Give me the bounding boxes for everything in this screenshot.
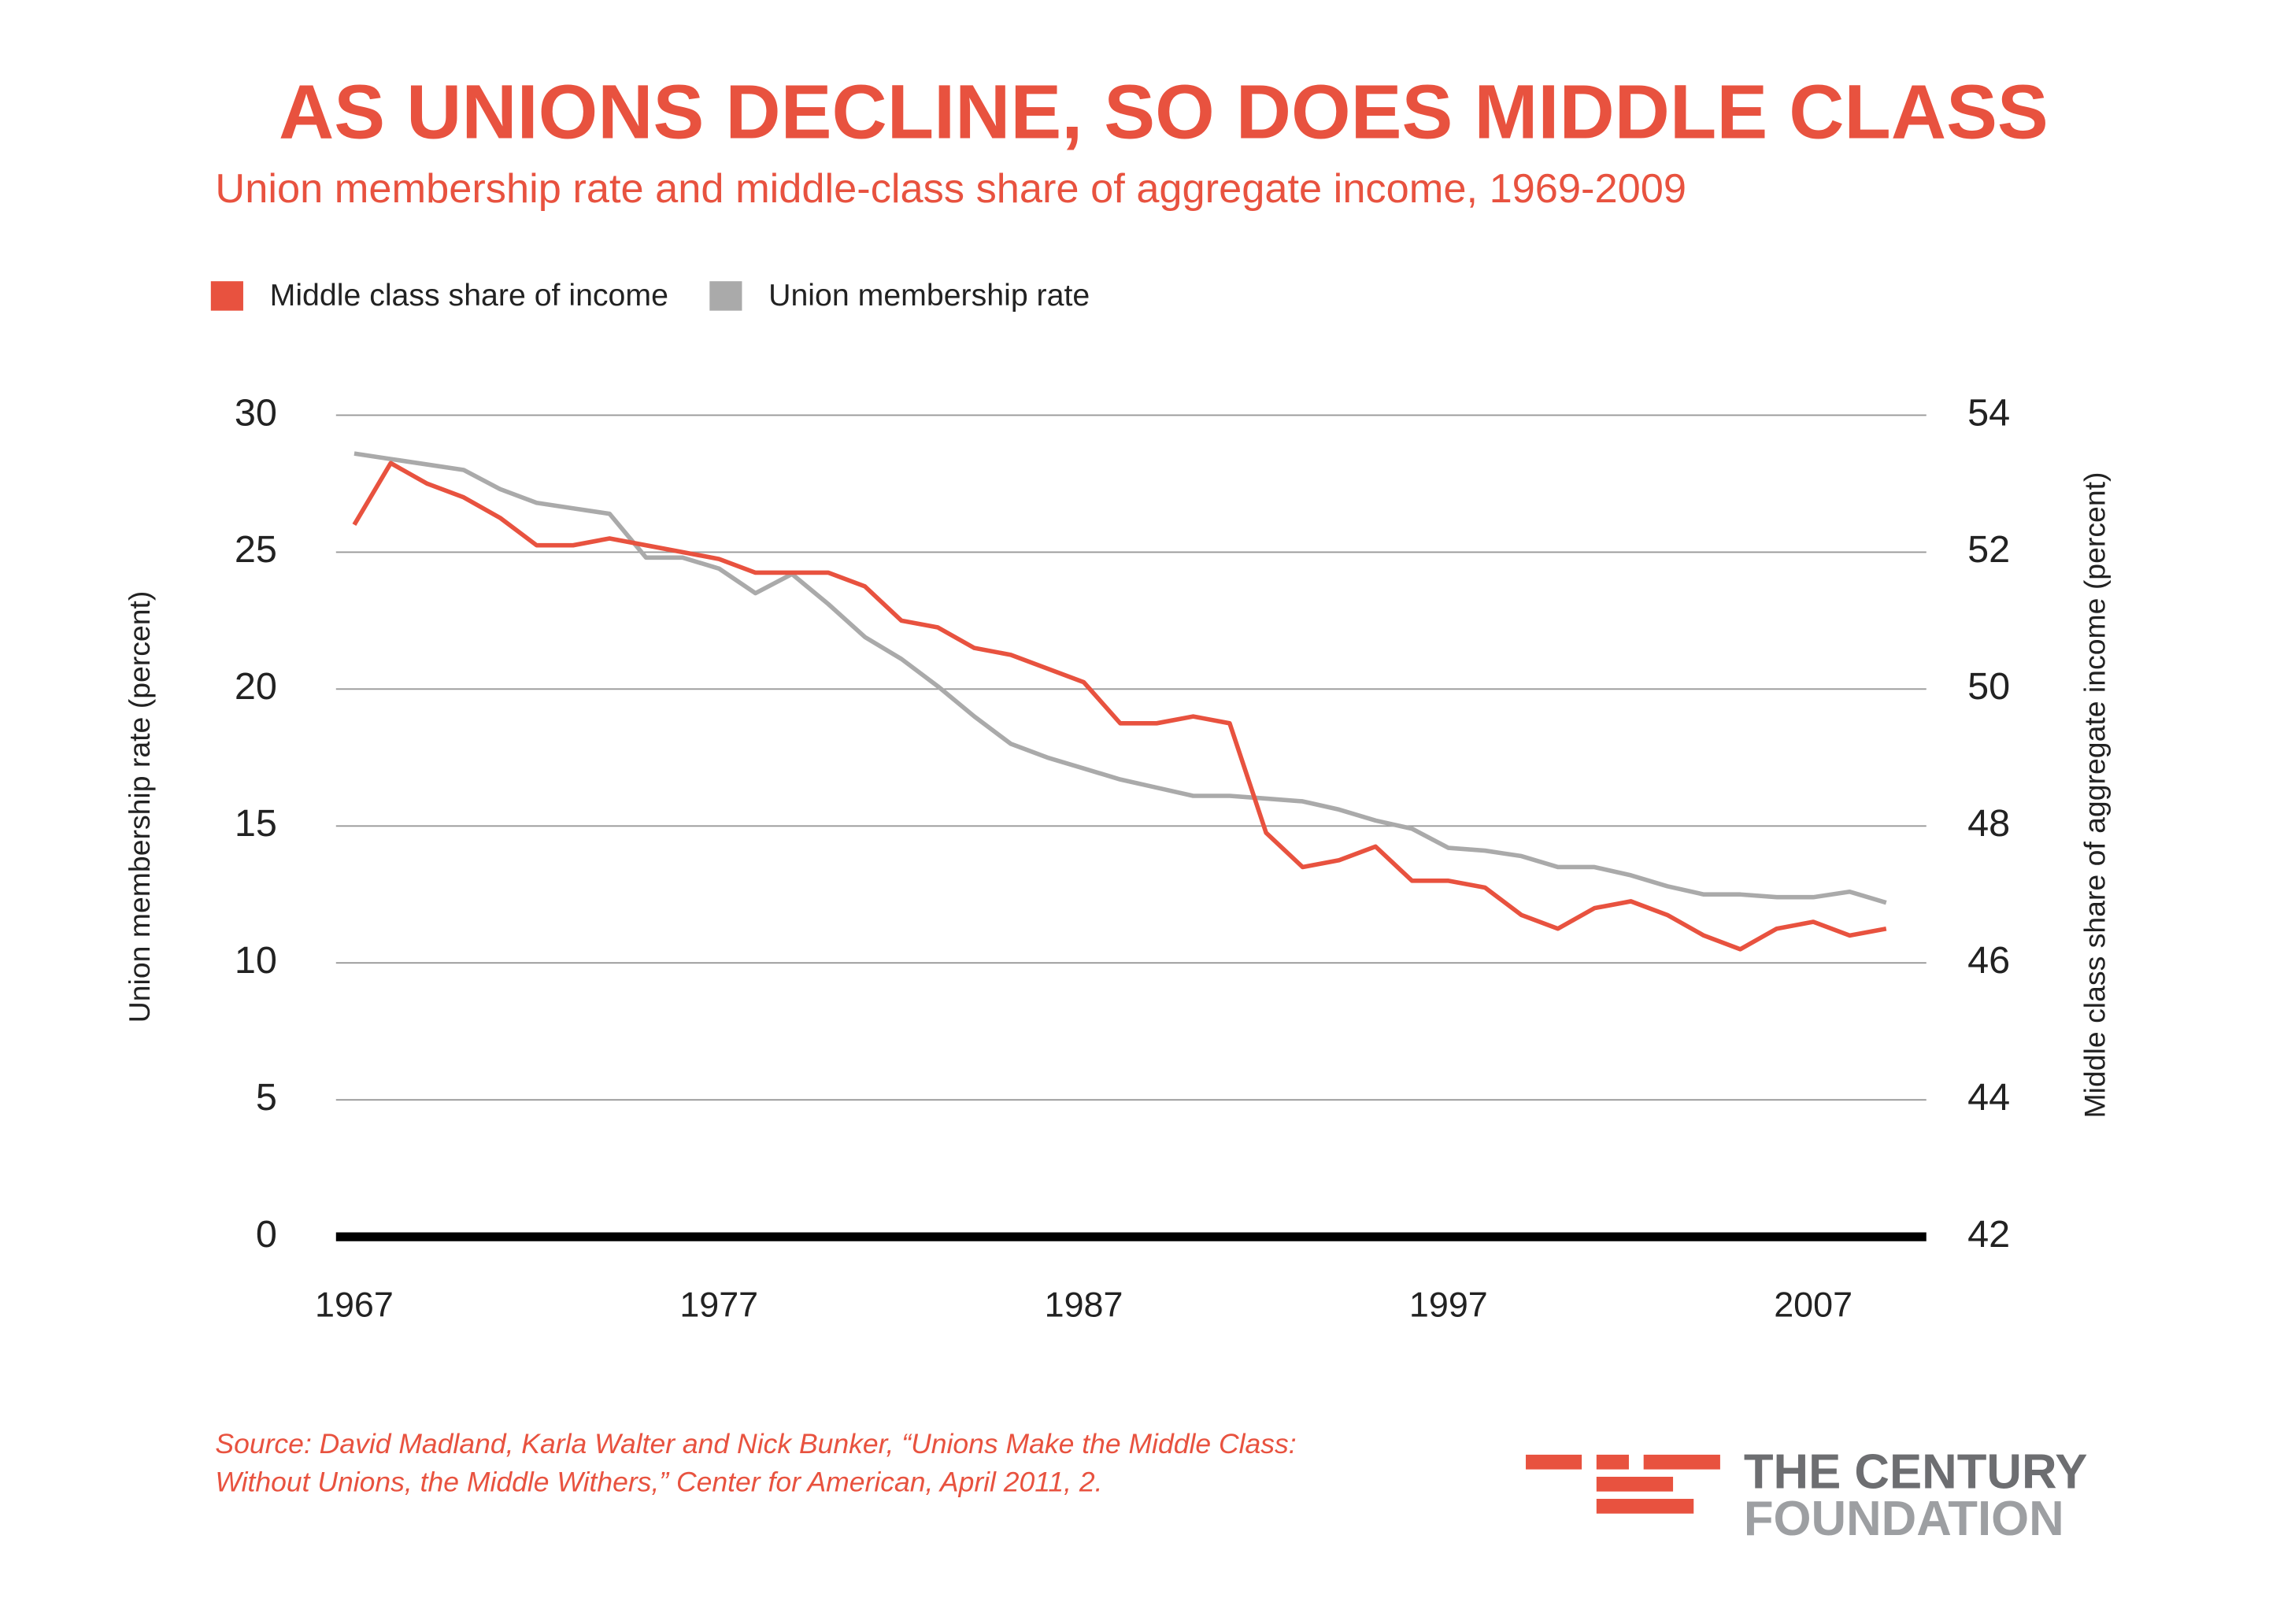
source-line: Without Unions, the Middle Withers,” Cen… xyxy=(215,1467,1102,1498)
y2-axis-label: Middle class share of aggregate income (… xyxy=(2078,472,2112,1119)
y-tick-label: 0 xyxy=(256,1213,277,1256)
y2-tick-label: 52 xyxy=(1967,528,2010,571)
logo-text: FOUNDATION xyxy=(1744,1492,2064,1546)
logo-bar xyxy=(1526,1454,1582,1470)
logo-bar xyxy=(1643,1454,1720,1470)
y-tick-label: 25 xyxy=(235,528,277,571)
x-tick-label: 1987 xyxy=(1045,1285,1123,1325)
logo-bar xyxy=(1596,1454,1629,1470)
chart-subtitle: Union membership rate and middle-class s… xyxy=(215,166,1686,212)
legend-label: Middle class share of income xyxy=(270,278,668,313)
logo-text: THE CENTURY xyxy=(1744,1445,2088,1499)
y-tick-label: 15 xyxy=(235,802,277,845)
y2-tick-label: 54 xyxy=(1967,391,2010,434)
y-tick-label: 30 xyxy=(235,391,277,434)
y2-tick-label: 48 xyxy=(1967,802,2010,845)
y-tick-label: 10 xyxy=(235,939,277,982)
legend-swatch xyxy=(210,281,243,311)
series-line xyxy=(353,451,1887,905)
legend-label: Union membership rate xyxy=(768,278,1090,313)
logo-bar xyxy=(1596,1499,1694,1514)
y-axis-label: Union membership rate (percent) xyxy=(123,591,156,1023)
y2-tick-label: 50 xyxy=(1967,665,2010,708)
series-line xyxy=(352,461,1887,952)
y-tick-label: 20 xyxy=(235,665,277,708)
x-tick-label: 1997 xyxy=(1409,1285,1488,1325)
y2-tick-label: 44 xyxy=(1967,1076,2010,1119)
y2-tick-label: 42 xyxy=(1967,1213,2010,1256)
source-line: Source: David Madland, Karla Walter and … xyxy=(215,1428,1296,1459)
chart-title: AS UNIONS DECLINE, SO DOES MIDDLE CLASS xyxy=(279,68,2049,154)
y2-tick-label: 46 xyxy=(1967,939,2010,982)
x-tick-label: 1967 xyxy=(315,1285,394,1325)
x-tick-label: 2007 xyxy=(1774,1285,1852,1325)
logo-bar xyxy=(1596,1476,1674,1492)
x-tick-label: 1977 xyxy=(679,1285,758,1325)
logo-mark xyxy=(1526,1454,1720,1514)
legend-swatch xyxy=(709,281,742,311)
y-tick-label: 5 xyxy=(256,1076,277,1119)
